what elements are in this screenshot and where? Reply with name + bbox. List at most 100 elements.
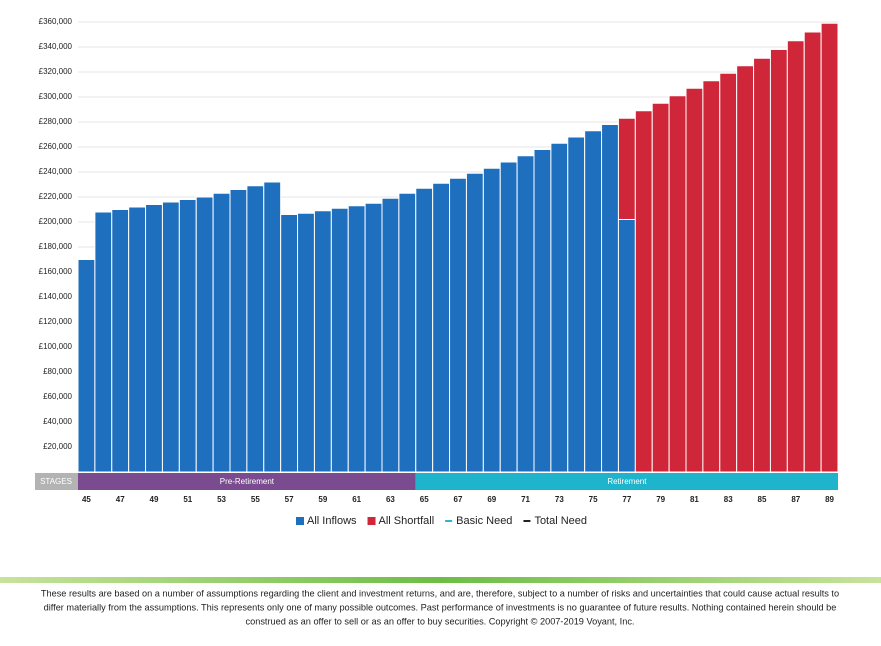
x-tick-label: 47 [116,495,125,504]
legend-label: All Inflows [307,515,357,527]
x-tick-label: 61 [352,495,361,504]
x-tick-label: 71 [521,495,530,504]
y-tick-label: £340,000 [39,42,73,51]
bar [803,31,822,473]
bar [94,211,113,473]
x-tick-label: 45 [82,495,91,504]
bar [533,149,552,473]
bar [617,219,636,473]
stage-label: Pre-Retirement [220,477,275,486]
legend-label: Total Need [534,515,587,527]
y-tick-label: £320,000 [39,67,73,76]
x-tick-label: 87 [791,495,800,504]
bar [111,209,130,473]
bar [617,117,636,220]
bar [178,199,197,473]
y-tick-label: £220,000 [39,192,73,201]
bar [246,185,265,473]
x-tick-label: 55 [251,495,260,504]
y-tick-label: £360,000 [39,17,73,26]
bar [381,197,400,473]
bar [634,110,653,473]
bar [195,196,214,473]
y-tick-label: £60,000 [43,392,72,401]
x-tick-label: 85 [758,495,767,504]
bar [398,192,417,473]
y-tick-label: £140,000 [39,292,73,301]
bar [567,136,586,473]
y-tick-label: £180,000 [39,242,73,251]
x-tick-label: 53 [217,495,226,504]
x-tick-label: 51 [183,495,192,504]
bar [769,49,788,473]
legend-label: All Shortfall [379,515,435,527]
bar [449,177,467,473]
bar [145,204,163,473]
bar [719,72,738,473]
legend-swatch [296,517,304,525]
x-tick-label: 81 [690,495,699,504]
y-tick-label: £260,000 [39,142,73,151]
y-tick-label: £160,000 [39,267,73,276]
footnote: These results are based on a number of a… [41,588,839,598]
bar [516,155,535,473]
bar [651,102,670,473]
legend-swatch [367,517,376,525]
y-tick-label: £200,000 [39,217,73,226]
y-tick-label: £280,000 [39,117,73,126]
bar [465,172,484,473]
bar [263,181,282,473]
y-tick-label: £40,000 [43,417,72,426]
x-tick-label: 63 [386,495,395,504]
stage-label: Retirement [607,477,647,486]
bar [482,167,501,473]
bar [601,124,619,473]
stages-label-bg [35,473,78,490]
y-tick-label: £300,000 [39,92,73,101]
x-tick-label: 79 [656,495,665,504]
bar [753,57,771,473]
bar [736,65,755,473]
x-tick-label: 73 [555,495,564,504]
bar [415,187,434,473]
stages-label: STAGES [40,477,72,486]
bar [550,142,569,473]
bar [297,212,315,473]
bar [128,206,147,473]
footnote: construed as an offer to sell or as an o… [246,616,635,626]
stage-band [415,473,838,490]
x-tick-label: 49 [150,495,159,504]
stage-band [78,473,416,490]
x-tick-label: 59 [318,495,327,504]
y-tick-label: £80,000 [43,367,72,376]
y-tick-label: £20,000 [43,442,72,451]
bar [212,192,231,473]
bar [668,95,687,473]
bar [584,130,603,473]
footnote: differ materially from the assumptions. … [44,602,837,612]
y-tick-label: £120,000 [39,317,73,326]
x-tick-label: 65 [420,495,429,504]
x-tick-label: 83 [724,495,733,504]
bar [432,182,451,473]
bar [685,87,704,473]
x-tick-label: 69 [487,495,496,504]
bar [786,40,805,473]
x-tick-label: 57 [285,495,294,504]
bar [330,207,349,473]
x-tick-label: 77 [622,495,631,504]
bar [229,189,248,473]
y-tick-label: £100,000 [39,342,73,351]
bar [280,214,299,473]
bar [820,22,839,473]
x-tick-label: 67 [454,495,463,504]
bar [347,205,366,473]
bar [313,210,332,473]
bar [364,202,383,473]
bar [499,161,518,473]
x-tick-label: 89 [825,495,834,504]
legend-label: Basic Need [456,515,512,527]
bar [77,259,96,473]
